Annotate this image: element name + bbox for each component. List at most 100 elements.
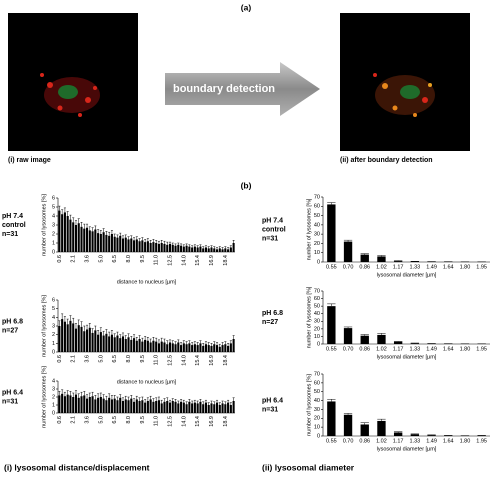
x-tick-label: 8.0 (126, 355, 132, 363)
y-tick-label: 0 (317, 259, 320, 265)
bar (130, 398, 133, 413)
x-tick-label: 18.4 (223, 255, 229, 266)
bar (138, 339, 141, 352)
y-axis-label: number of lysosomes [%] (41, 366, 47, 428)
x-tick-label: 1.17 (393, 346, 404, 352)
x-tick-label: 15.4 (195, 355, 201, 366)
bar (69, 219, 72, 252)
y-tick-label: 10 (314, 334, 320, 340)
bar (232, 243, 235, 252)
bar (157, 243, 160, 252)
bar (221, 403, 224, 413)
bar (135, 340, 138, 352)
x-tick-label: 14.0 (181, 255, 187, 266)
y-tick-label: 0 (52, 349, 55, 355)
y-tick-label: 10 (314, 250, 320, 256)
bar (83, 395, 86, 413)
y-tick-label: 20 (314, 416, 320, 422)
bar (171, 244, 174, 252)
y-tick-label: 3 (52, 323, 55, 329)
bar (224, 248, 227, 252)
bar (157, 400, 160, 413)
bar (182, 343, 185, 352)
bar (215, 402, 219, 413)
x-tick-label: 18.4 (223, 416, 229, 427)
bar (124, 237, 127, 252)
raw-image (8, 13, 138, 151)
bar (141, 400, 144, 413)
x-axis-label: lysosomal diameter [µm] (377, 354, 437, 360)
x-tick-label: 1.80 (460, 264, 471, 270)
bar (141, 240, 144, 252)
condition-label: n=31 (262, 406, 278, 413)
x-tick-label: 6.5 (112, 355, 118, 363)
bar (74, 225, 78, 252)
x-tick-label: 1.80 (460, 346, 471, 352)
x-tick-label: 3.6 (84, 416, 90, 424)
bar (144, 402, 147, 413)
x-tick-label: 0.70 (343, 346, 354, 352)
bar (149, 243, 152, 252)
bar (119, 235, 122, 252)
bar (146, 340, 149, 352)
bar (393, 261, 403, 262)
condition-label: pH 7.4 (262, 217, 283, 224)
x-tick-label: 16.9 (209, 355, 215, 366)
image-caption: (i) raw image (8, 157, 51, 164)
x-tick-label: 1.49 (426, 438, 437, 444)
bar (360, 254, 369, 262)
y-tick-label: 1 (52, 240, 55, 246)
bar (121, 238, 125, 252)
bar (133, 401, 136, 413)
x-tick-label: 2.1 (71, 416, 77, 424)
x-tick-label: 1.95 (476, 264, 487, 270)
bar (168, 402, 172, 413)
bar (193, 246, 196, 252)
x-tick-label: 8.0 (126, 416, 132, 424)
y-tick-label: 4 (52, 315, 55, 321)
y-tick-label: 40 (314, 311, 320, 317)
bar (127, 239, 130, 252)
bar (97, 397, 100, 413)
bar (108, 397, 111, 413)
x-tick-label: 1.64 (443, 346, 454, 352)
bar (182, 402, 185, 413)
y-tick-label: 50 (314, 304, 320, 310)
bar (427, 435, 436, 436)
bar (88, 230, 91, 252)
bar (343, 328, 353, 344)
condition-label: control (2, 222, 26, 229)
bar (83, 331, 86, 352)
bar (88, 397, 91, 413)
bar (119, 338, 122, 352)
bar (127, 400, 130, 413)
bar (116, 335, 119, 352)
bar (229, 343, 232, 352)
bar (97, 233, 100, 252)
bar (210, 345, 213, 352)
bar (221, 345, 224, 352)
bar (86, 329, 89, 352)
bar (102, 232, 105, 252)
x-tick-label: 0.86 (359, 346, 370, 352)
x-tick-label: 1.80 (460, 438, 471, 444)
bar (146, 401, 149, 413)
bar (94, 399, 97, 413)
bar (110, 234, 113, 252)
x-tick-label: 0.86 (359, 438, 370, 444)
condition-label: pH 7.4 (2, 213, 23, 220)
x-tick-label: 2.1 (71, 355, 77, 363)
bar (69, 320, 72, 352)
bar (149, 342, 152, 352)
bar (393, 432, 403, 436)
bar (61, 214, 64, 252)
bar (94, 229, 97, 252)
y-tick-label: 4 (52, 378, 55, 384)
bar (218, 248, 221, 252)
x-tick-label: 0.6 (57, 416, 63, 424)
bar (224, 404, 227, 413)
bar (91, 396, 94, 413)
condition-label: n=31 (2, 398, 18, 405)
x-tick-label: 11.0 (154, 416, 160, 426)
bar (343, 241, 353, 262)
